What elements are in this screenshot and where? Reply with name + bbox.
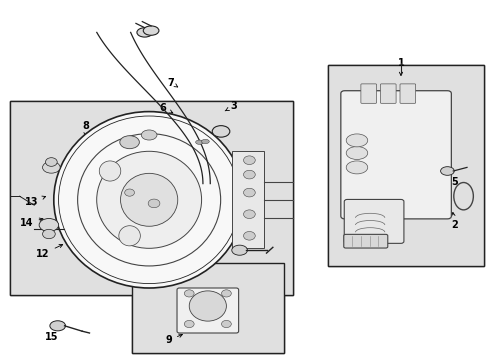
FancyBboxPatch shape <box>177 288 238 333</box>
Bar <box>327 65 483 266</box>
FancyBboxPatch shape <box>340 91 450 219</box>
Ellipse shape <box>184 290 194 297</box>
Text: 15: 15 <box>44 325 58 342</box>
Text: 7: 7 <box>167 78 177 88</box>
Ellipse shape <box>440 167 453 175</box>
Bar <box>327 65 483 266</box>
Ellipse shape <box>195 140 203 144</box>
Ellipse shape <box>50 321 65 331</box>
Ellipse shape <box>243 231 255 240</box>
FancyBboxPatch shape <box>380 84 395 103</box>
Ellipse shape <box>143 26 159 35</box>
Ellipse shape <box>243 188 255 197</box>
FancyBboxPatch shape <box>399 84 415 103</box>
Ellipse shape <box>231 245 247 255</box>
Bar <box>10 101 293 295</box>
Ellipse shape <box>346 134 367 147</box>
Ellipse shape <box>346 147 367 159</box>
Ellipse shape <box>243 156 255 165</box>
Ellipse shape <box>201 139 209 144</box>
Ellipse shape <box>243 210 255 219</box>
Ellipse shape <box>141 130 157 140</box>
Ellipse shape <box>137 28 152 37</box>
Ellipse shape <box>221 290 231 297</box>
Text: 12: 12 <box>36 244 62 259</box>
Bar <box>132 263 283 353</box>
Ellipse shape <box>184 320 194 328</box>
Ellipse shape <box>120 174 177 226</box>
Text: 11: 11 <box>229 225 249 235</box>
Ellipse shape <box>39 219 59 231</box>
Text: 8: 8 <box>82 121 89 136</box>
Ellipse shape <box>148 199 160 208</box>
Text: 2: 2 <box>450 212 457 230</box>
Text: 9: 9 <box>165 334 182 345</box>
Text: 3: 3 <box>224 101 237 111</box>
Ellipse shape <box>42 162 60 173</box>
Bar <box>10 101 293 295</box>
Bar <box>132 263 283 353</box>
Text: 13: 13 <box>25 196 45 207</box>
Ellipse shape <box>189 291 226 321</box>
Bar <box>232 151 264 248</box>
Ellipse shape <box>243 170 255 179</box>
Text: 6: 6 <box>159 103 172 113</box>
Ellipse shape <box>120 136 139 149</box>
Ellipse shape <box>221 320 231 328</box>
Ellipse shape <box>54 112 244 288</box>
Ellipse shape <box>45 158 57 166</box>
FancyBboxPatch shape <box>344 199 403 243</box>
Ellipse shape <box>119 226 140 246</box>
Text: 5: 5 <box>445 175 457 187</box>
Text: 1: 1 <box>397 58 404 76</box>
Ellipse shape <box>97 151 201 248</box>
Ellipse shape <box>346 161 367 174</box>
Ellipse shape <box>124 189 134 196</box>
Ellipse shape <box>99 161 121 181</box>
Text: 14: 14 <box>20 218 43 228</box>
Text: 10: 10 <box>88 161 107 171</box>
FancyBboxPatch shape <box>343 234 387 248</box>
Ellipse shape <box>42 229 55 239</box>
Ellipse shape <box>212 126 229 137</box>
FancyBboxPatch shape <box>360 84 376 103</box>
Text: 4: 4 <box>355 237 367 248</box>
